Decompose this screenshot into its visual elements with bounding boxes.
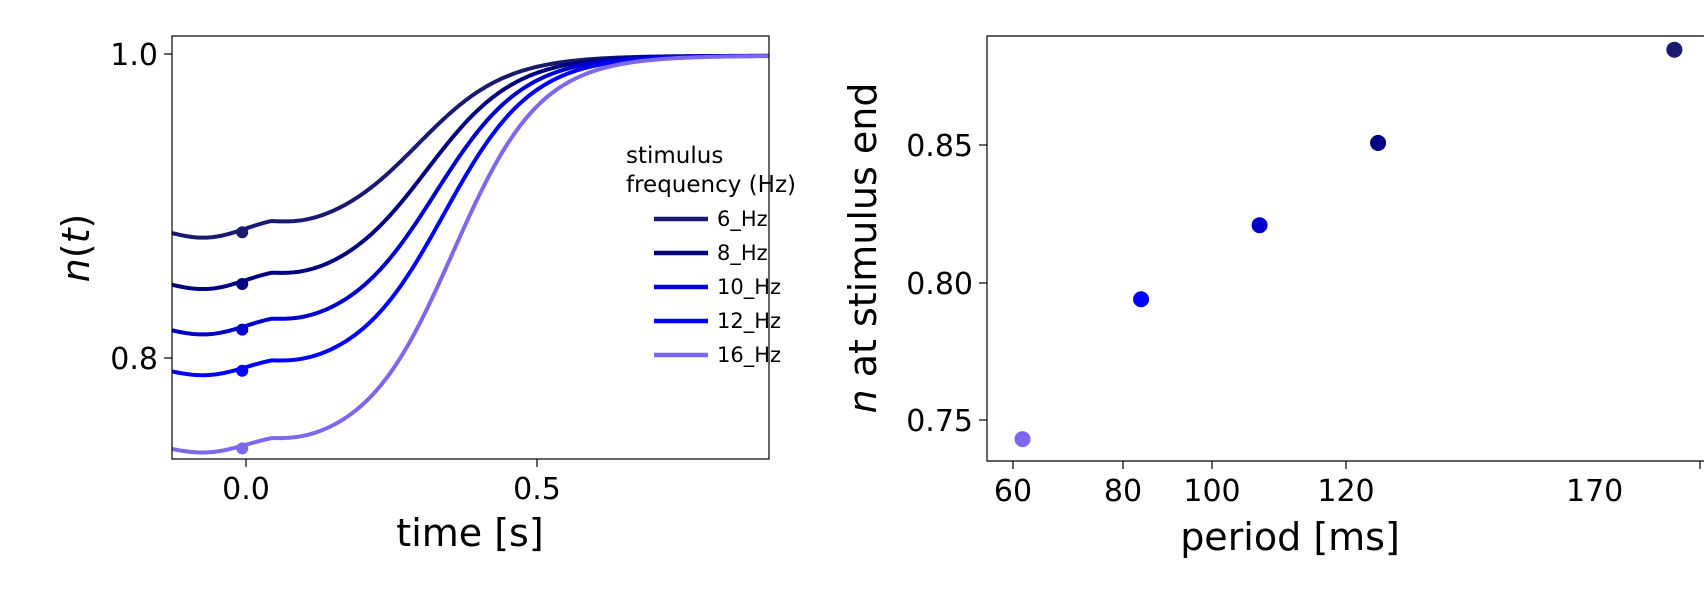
scatter-point-80 [1133,291,1150,308]
right-ytick-label-2: 0.80 [906,267,973,302]
time-zero-marker-2 [236,323,249,336]
right-x-axis-label: period [ms] [1180,515,1400,559]
legend-label-16_Hz: 16_Hz [717,343,781,368]
series-line-16_Hz [171,54,770,455]
right-y-axis-symbol: n [841,389,885,413]
right-y-axis-label: n at stimulus end [841,83,885,414]
left-series-markers [236,226,249,455]
left-plot-frame [171,35,770,460]
right-y-axis-rest: at stimulus end [841,83,885,390]
right-xtick-label-1: 60 [994,474,1032,509]
scatter-point-60 [1014,431,1031,448]
right-xtick-label-3: 100 [1183,474,1240,509]
left-x-axis-label: time [s] [396,511,543,555]
left-y-axis-label: n(t) [54,214,98,283]
legend-title-line-2: frequency (Hz) [626,172,796,198]
right-ytick-label-3: 0.75 [906,404,973,439]
time-zero-marker-0 [236,226,249,239]
time-zero-marker-1 [236,278,249,291]
right-chart: 0.85 0.80 0.75 60 80 100 120 170 period … [841,35,1704,559]
right-xtick-label-4: 120 [1317,474,1374,509]
legend-label-6_Hz: 6_Hz [717,207,768,232]
left-chart: 1.0 0.8 0.0 0.5 time [s] n(t) stimulus f… [54,35,796,555]
right-ytick-label-1: 0.85 [906,129,973,164]
scatter-point-170 [1666,41,1683,58]
left-series-lines [171,53,770,455]
legend: stimulus frequency (Hz) 6_Hz 8_Hz 10_Hz 12_… [626,143,796,368]
left-y-axis-paren-open: ( [54,243,98,258]
right-xtick-label-5: 170 [1566,474,1623,509]
left-xtick-label-1: 0.0 [222,472,270,507]
legend-label-12_Hz: 12_Hz [717,309,781,334]
legend-entries: 6_Hz 8_Hz 10_Hz 12_Hz 16_Hz [654,207,781,368]
left-xtick-label-2: 0.5 [513,472,561,507]
legend-title-line-1: stimulus [626,143,723,169]
right-xtick-label-2: 80 [1104,474,1142,509]
left-y-axis-symbol: n [54,258,98,282]
left-y-axis-arg: t [54,226,98,243]
legend-label-8_Hz: 8_Hz [717,241,768,266]
left-y-axis-paren-close: ) [54,214,98,229]
time-zero-marker-3 [236,364,249,377]
left-ytick-label-2: 0.8 [110,342,158,377]
right-scatter-points [1014,41,1683,448]
legend-label-10_Hz: 10_Hz [717,275,781,300]
scatter-point-120 [1370,134,1387,151]
right-plot-frame [986,35,1704,462]
time-zero-marker-4 [236,442,249,455]
left-ytick-label-1: 1.0 [110,38,158,73]
scatter-point-100 [1251,217,1268,234]
